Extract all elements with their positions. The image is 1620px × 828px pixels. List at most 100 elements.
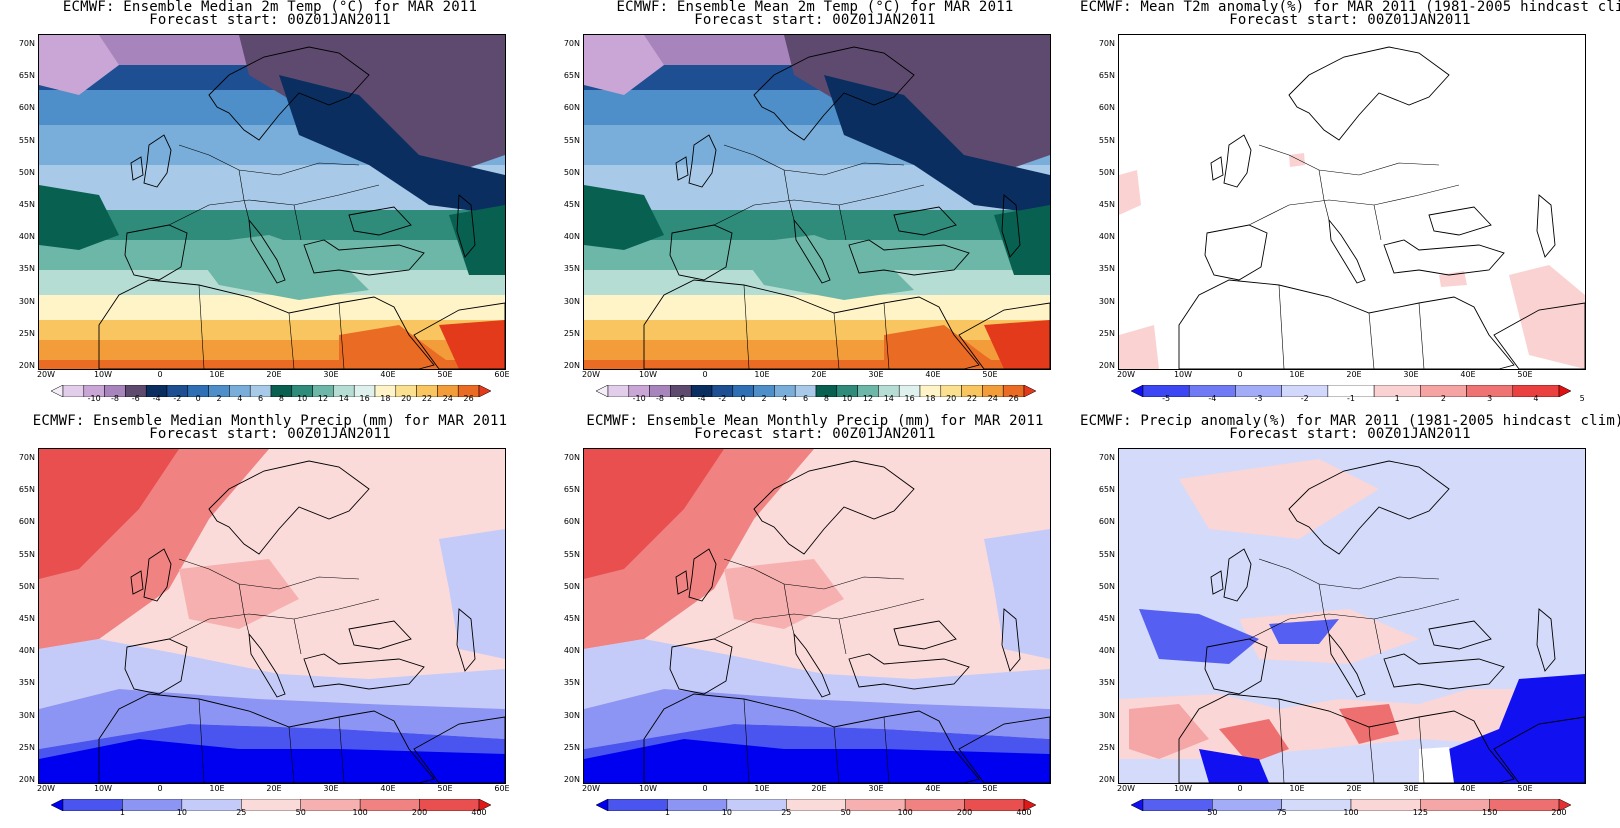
map-area <box>1118 34 1586 370</box>
x-tick-label: 20W <box>1116 784 1136 793</box>
colorbar-label: 26 <box>1008 394 1019 403</box>
colorbar-label: 75 <box>1276 808 1287 817</box>
x-tick-label: 40E <box>1460 784 1476 793</box>
colorbar-container <box>1130 382 1572 398</box>
panel-title-line1: ECMWF: Mean T2m anomaly(%) for MAR 2011 … <box>1080 0 1620 15</box>
y-tick-label: 20N <box>18 361 35 370</box>
x-tick-label: 20E <box>811 784 827 793</box>
colorbar <box>1130 384 1572 398</box>
x-tick-label: 20W <box>36 784 56 793</box>
colorbar-label: 25 <box>781 808 792 817</box>
y-tick-label: 40N <box>1098 646 1115 656</box>
panel-title-line2: Forecast start: 00Z01JAN2011 <box>149 12 391 28</box>
y-tick-label: 65N <box>563 71 580 81</box>
colorbar-label: -2 <box>718 394 727 403</box>
x-tick-label: 10W <box>638 370 658 379</box>
y-tick-label: 50N <box>563 581 580 591</box>
x-tick-label: 40E <box>1460 370 1476 379</box>
y-tick-label: 50N <box>1098 581 1115 591</box>
panel-t2m-anomaly: ECMWF: Mean T2m anomaly(%) for MAR 2011 … <box>1080 0 1620 414</box>
colorbar-container <box>50 382 492 398</box>
colorbar-label: 10 <box>297 394 308 403</box>
y-tick-label: 70N <box>18 39 35 48</box>
panel-t2m-mean: ECMWF: Ensemble Mean 2m Temp (°C) for MA… <box>545 0 1085 414</box>
colorbar-label: 6 <box>258 394 264 403</box>
y-tick-label: 25N <box>18 328 35 338</box>
panel-title-line2: Forecast start: 00Z01JAN2011 <box>1229 12 1471 28</box>
y-tick-label: 65N <box>18 71 35 81</box>
colorbar <box>50 384 492 398</box>
panel-title-line2: Forecast start: 00Z01JAN2011 <box>1229 426 1471 442</box>
colorbar-container <box>595 796 1037 812</box>
colorbar-container <box>50 796 492 812</box>
colorbar-label: 10 <box>176 808 187 817</box>
y-tick-label: 20N <box>563 361 580 370</box>
colorbar-label: 25 <box>236 808 247 817</box>
panel-title-line2: Forecast start: 00Z01JAN2011 <box>694 426 936 442</box>
colorbar-label: 100 <box>897 808 913 817</box>
y-tick-label: 30N <box>563 710 580 720</box>
colorbar-label: -4 <box>152 394 161 403</box>
colorbar-label: 0 <box>195 394 201 403</box>
y-tick-label: 20N <box>563 775 580 784</box>
y-tick-label: 65N <box>1098 71 1115 81</box>
colorbar-segment <box>50 384 64 398</box>
colorbar-label: 8 <box>278 394 284 403</box>
panel-precip-median: ECMWF: Ensemble Median Monthly Precip (m… <box>0 414 540 828</box>
colorbar-label: 150 <box>1482 808 1498 817</box>
panel-title-line1: ECMWF: Precip anomaly(%) for MAR 2011 (1… <box>1080 413 1620 429</box>
x-tick-label: 0 <box>157 784 163 793</box>
y-tick-label: 55N <box>18 549 35 559</box>
x-tick-label: 10W <box>638 784 658 793</box>
colorbar-label: 4 <box>237 394 243 403</box>
colorbar-segment <box>595 384 609 398</box>
y-tick-label: 65N <box>18 485 35 495</box>
x-tick-label: 60E <box>494 784 510 793</box>
y-tick-label: 30N <box>1098 296 1115 306</box>
y-tick-label: 70N <box>1098 453 1115 462</box>
x-tick-label: 50E <box>982 784 998 793</box>
x-tick-label: 20E <box>266 370 282 379</box>
x-tick-label: 40E <box>380 784 396 793</box>
colorbar-label: 50 <box>840 808 851 817</box>
colorbar-segment <box>1558 384 1572 398</box>
colorbar-label: 22 <box>966 394 978 403</box>
colorbar-segment <box>62 384 85 398</box>
colorbar-label: -3 <box>1254 394 1263 403</box>
y-tick-label: 20N <box>1098 775 1115 784</box>
colorbar-label: 1 <box>664 808 670 817</box>
colorbar-label: 26 <box>463 394 474 403</box>
colorbar-container <box>595 382 1037 398</box>
map-field <box>584 449 1050 783</box>
colorbar-label: 16 <box>904 394 915 403</box>
colorbar-label: -8 <box>656 394 664 403</box>
y-tick-label: 25N <box>563 328 580 338</box>
y-tick-label: 45N <box>563 614 580 623</box>
x-tick-label: 40E <box>925 370 941 379</box>
colorbar-segment <box>1023 798 1037 812</box>
x-tick-label: 30E <box>1403 784 1419 793</box>
x-tick-label: 10W <box>93 370 113 379</box>
colorbar-label: 400 <box>1016 808 1032 817</box>
x-tick-label: 0 <box>157 370 163 379</box>
colorbar-label: -4 <box>697 394 706 403</box>
x-tick-label: 50E <box>437 370 453 379</box>
x-tick-label: 20W <box>36 370 56 379</box>
y-tick-label: 55N <box>563 135 580 145</box>
y-tick-label: 45N <box>1098 200 1115 209</box>
y-tick-label: 35N <box>1098 264 1115 274</box>
map-field <box>1119 35 1585 369</box>
x-tick-label: 10E <box>754 370 770 379</box>
y-tick-label: 45N <box>563 200 580 209</box>
colorbar-label: -8 <box>111 394 119 403</box>
colorbar-label: 50 <box>295 808 306 817</box>
colorbar-label: -6 <box>131 394 140 403</box>
x-tick-label: 50E <box>1517 784 1533 793</box>
y-tick-label: 60N <box>1098 517 1115 527</box>
colorbar-label: 20 <box>946 394 957 403</box>
x-tick-label: 60E <box>494 370 510 379</box>
colorbar-label: 8 <box>823 394 829 403</box>
colorbar-label: 24 <box>442 394 453 403</box>
x-tick-label: 20E <box>266 784 282 793</box>
y-tick-label: 65N <box>1098 485 1115 495</box>
